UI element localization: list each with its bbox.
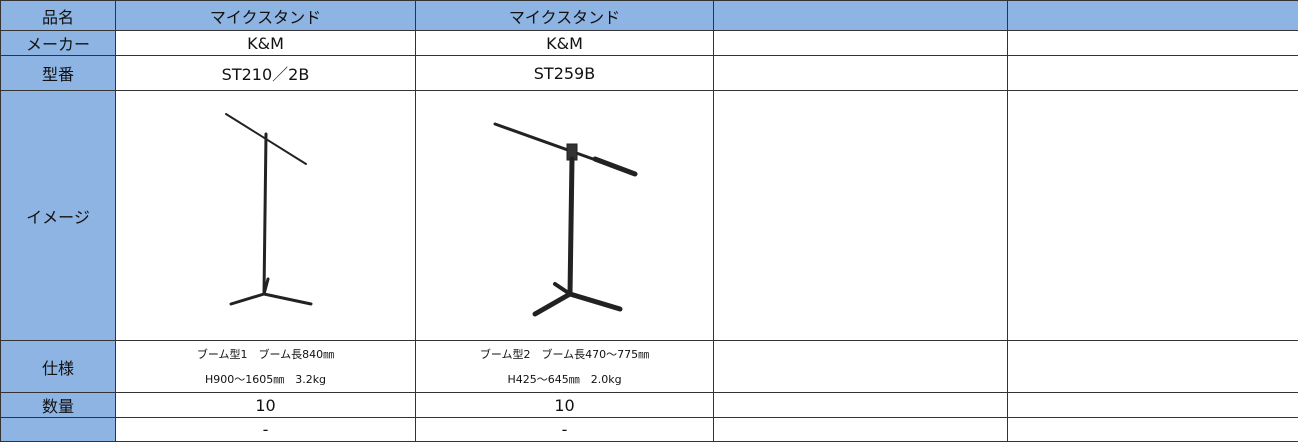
cell <box>713 340 1008 393</box>
cell <box>1007 392 1298 418</box>
row: 数量 10 10 <box>0 392 1298 418</box>
cell <box>1007 340 1298 393</box>
stand-image <box>224 112 312 305</box>
cell: - <box>115 417 416 442</box>
cell <box>1007 417 1298 442</box>
cell <box>713 55 1008 91</box>
row: メーカー K&M K&M <box>0 30 1298 56</box>
cell <box>115 90 416 341</box>
row-label: 仕様 <box>0 340 116 393</box>
cell <box>713 90 1008 341</box>
header-cell: マイクスタンド <box>415 0 714 31</box>
cell: 10 <box>415 392 714 418</box>
header-cell: マイクスタンド <box>115 0 416 31</box>
cell: ST259B <box>415 55 714 91</box>
row-label <box>0 417 116 442</box>
cell: ST210／2B <box>115 55 416 91</box>
cell: K&M <box>115 30 416 56</box>
cell: 10 <box>115 392 416 418</box>
cell <box>1007 90 1298 341</box>
spec-line: ブーム型1 ブーム長840㎜ <box>196 347 335 361</box>
row: イメージ <box>0 90 1298 341</box>
cell <box>713 417 1008 442</box>
row-label: イメージ <box>0 90 116 341</box>
spec-line: H425～645㎜ 2.0kg <box>507 372 622 386</box>
row: - - <box>0 417 1298 442</box>
row: 仕様 ブーム型1 ブーム長840㎜ H900～1605㎜ 3.2kg ブーム型2 … <box>0 340 1298 393</box>
cell <box>713 392 1008 418</box>
header-row: 品名 マイクスタンド マイクスタンド <box>0 0 1298 31</box>
cell: K&M <box>415 30 714 56</box>
row-label: 型番 <box>0 55 116 91</box>
cell: - <box>415 417 714 442</box>
row: 型番 ST210／2B ST259B <box>0 55 1298 91</box>
cell <box>1007 30 1298 56</box>
row-label: メーカー <box>0 30 116 56</box>
row-label: 数量 <box>0 392 116 418</box>
spec-line: ブーム型2 ブーム長470～775㎜ <box>479 347 650 361</box>
header-cell <box>713 0 1008 31</box>
spec-line: H900～1605㎜ 3.2kg <box>204 372 327 386</box>
cell <box>713 30 1008 56</box>
cell: ブーム型2 ブーム長470～775㎜ H425～645㎜ 2.0kg <box>415 340 714 393</box>
cell <box>1007 55 1298 91</box>
header-label: 品名 <box>0 0 116 31</box>
header-cell <box>1007 0 1298 31</box>
cell: ブーム型1 ブーム長840㎜ H900～1605㎜ 3.2kg <box>115 340 416 393</box>
stand-image <box>493 122 637 316</box>
cell <box>415 90 714 341</box>
